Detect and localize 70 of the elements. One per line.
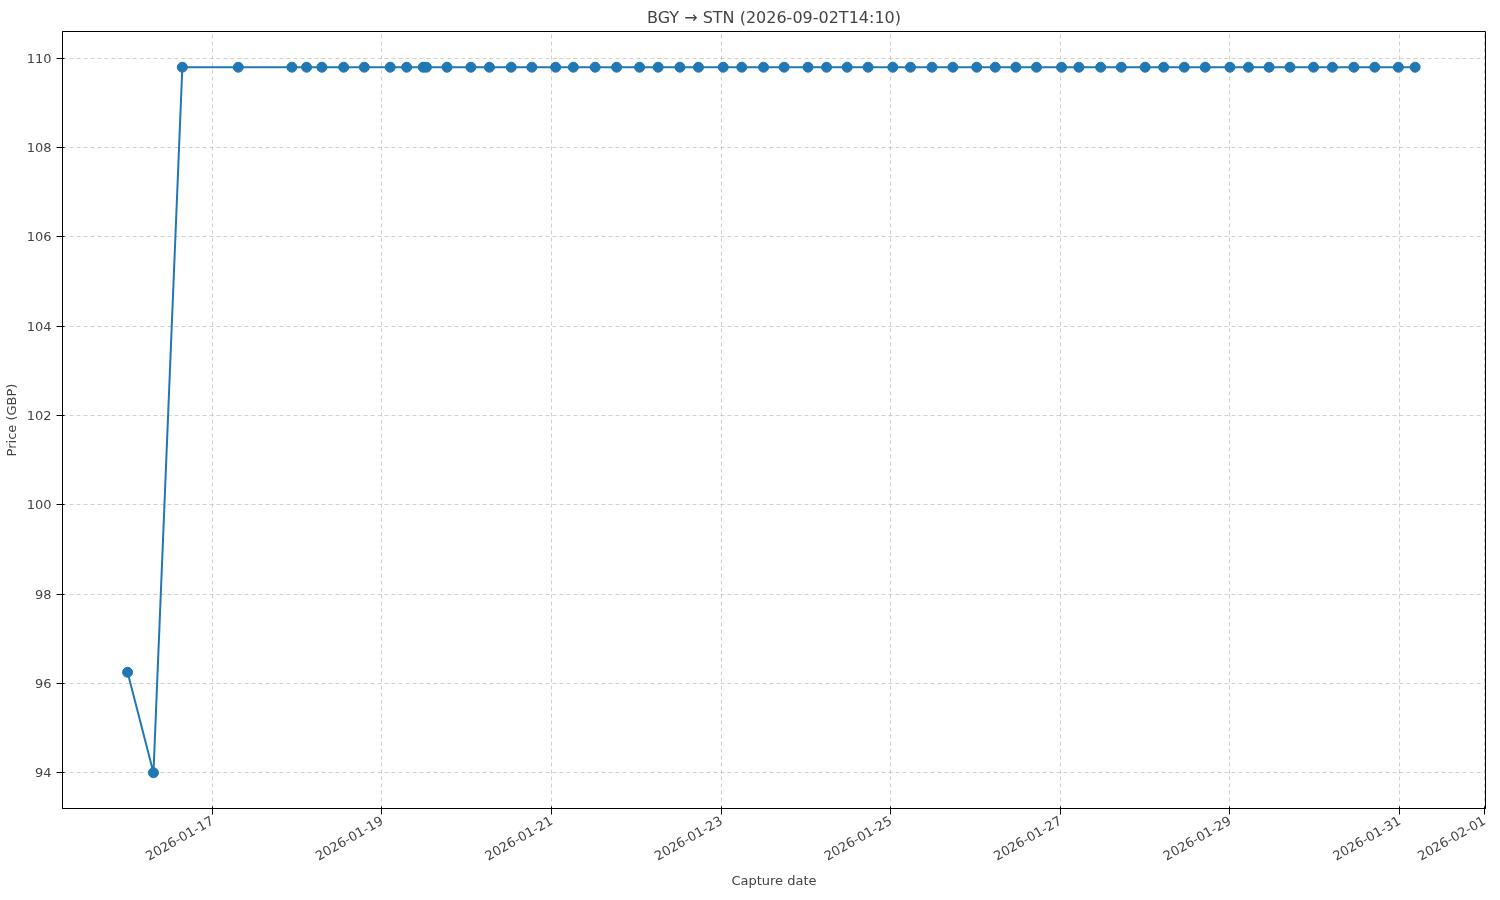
point <box>1284 61 1296 73</box>
point <box>1199 61 1211 73</box>
x-axis-title: Capture date <box>731 872 817 888</box>
point <box>1369 61 1381 73</box>
point <box>717 61 729 73</box>
y-tick-label: 108 <box>26 140 52 156</box>
point <box>1030 61 1042 73</box>
y-tick-label: 104 <box>26 318 52 334</box>
point <box>358 61 370 73</box>
point <box>122 666 134 678</box>
point <box>1326 61 1338 73</box>
point <box>1263 61 1275 73</box>
point <box>1095 61 1107 73</box>
y-tick-label: 100 <box>26 497 52 513</box>
point <box>802 61 814 73</box>
point <box>1115 61 1127 73</box>
point <box>441 61 453 73</box>
y-tick-label: 96 <box>34 675 52 691</box>
point <box>841 61 853 73</box>
y-tick-label: 110 <box>26 50 52 66</box>
point <box>589 61 601 73</box>
point <box>1139 61 1151 73</box>
point <box>550 61 562 73</box>
point <box>1056 61 1068 73</box>
y-tick-label: 102 <box>26 408 52 424</box>
point <box>526 61 538 73</box>
point <box>947 61 959 73</box>
point <box>971 61 983 73</box>
chart-title: BGY → STN (2026-09-02T14:10) <box>647 7 901 27</box>
point <box>316 61 328 73</box>
point <box>887 61 899 73</box>
point <box>286 61 298 73</box>
y-tick-label: 94 <box>34 765 52 781</box>
point <box>232 61 244 73</box>
point <box>758 61 770 73</box>
point <box>1158 61 1170 73</box>
point <box>384 61 396 73</box>
point <box>338 61 350 73</box>
point <box>634 61 646 73</box>
point <box>862 61 874 73</box>
point <box>465 61 477 73</box>
y-tick-label: 106 <box>26 229 52 245</box>
point <box>401 61 413 73</box>
point <box>483 61 495 73</box>
y-axis-title: Price (GBP) <box>3 383 19 457</box>
point <box>926 61 938 73</box>
point <box>1392 61 1404 73</box>
point <box>736 61 748 73</box>
point <box>652 61 664 73</box>
point <box>147 767 159 779</box>
point <box>674 61 686 73</box>
point <box>821 61 833 73</box>
point <box>1242 61 1254 73</box>
point <box>989 61 1001 73</box>
y-tick-label: 98 <box>34 586 52 602</box>
point <box>611 61 623 73</box>
point <box>692 61 704 73</box>
point <box>176 61 188 73</box>
point <box>1348 61 1360 73</box>
point <box>301 61 313 73</box>
point <box>1178 61 1190 73</box>
point <box>1010 61 1022 73</box>
point <box>505 61 517 73</box>
point <box>1409 61 1421 73</box>
point <box>778 61 790 73</box>
point <box>1224 61 1236 73</box>
point <box>1073 61 1085 73</box>
point <box>1308 61 1320 73</box>
point <box>567 61 579 73</box>
point <box>904 61 916 73</box>
